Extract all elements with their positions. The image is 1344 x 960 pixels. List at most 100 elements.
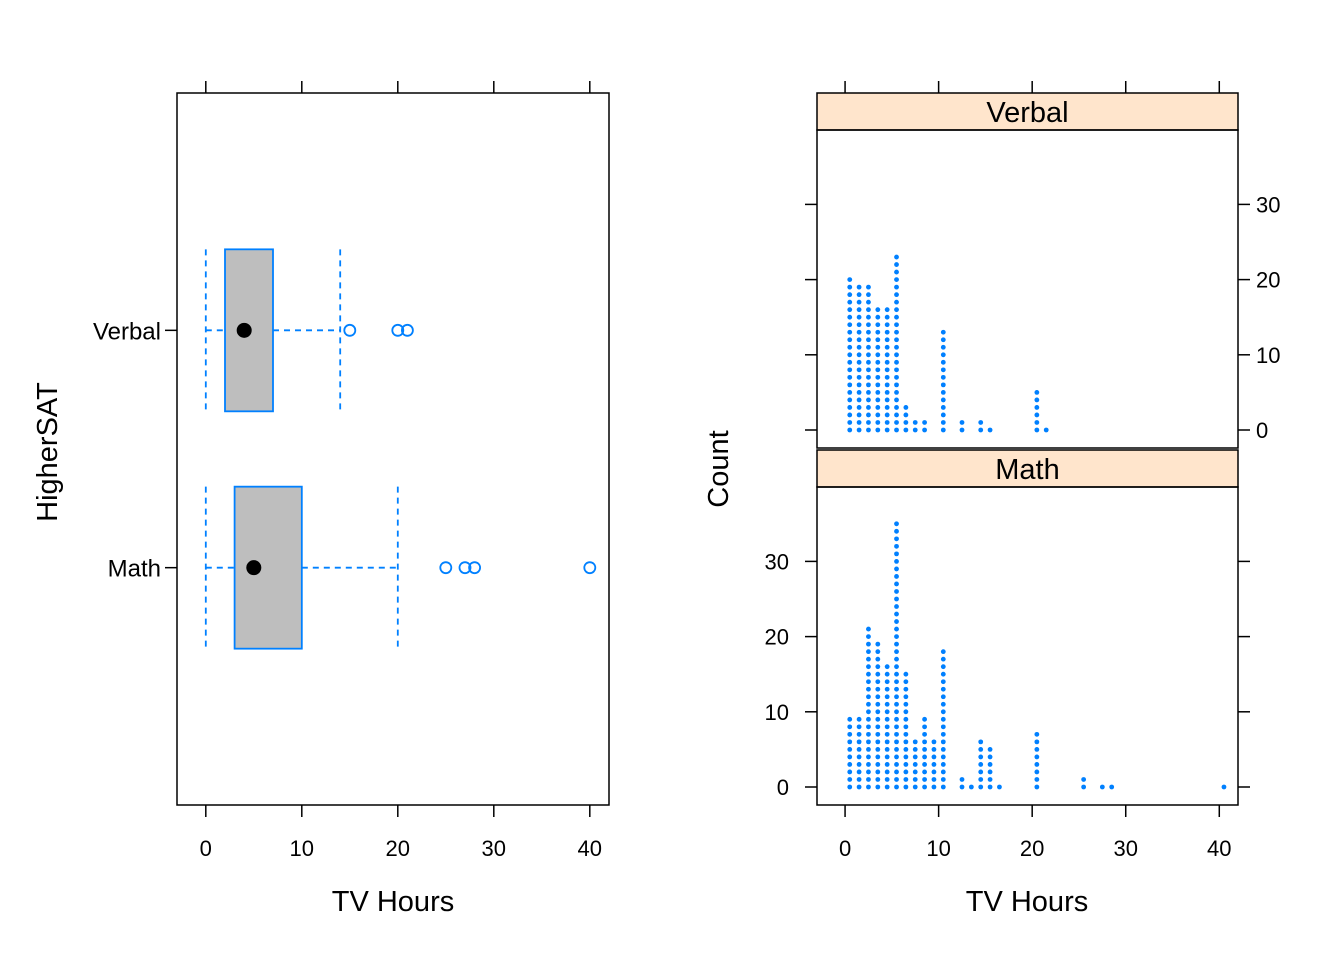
dotplot-math-dot-8-8 [922, 724, 927, 730]
dotplot-verbal-dot-14-0 [978, 427, 984, 433]
dotplot-math-dot-4-16 [884, 664, 890, 670]
dotplot-math-dot-15-4 [987, 754, 993, 760]
dotplot-verbal-column-5 [894, 254, 899, 433]
dotplot-verbal-dot-0-18 [847, 292, 853, 298]
dotplot-math-dot-8-7 [922, 731, 927, 737]
dotplot-verbal-dot-1-11 [856, 344, 862, 350]
dotplot-math-dot-2-3 [866, 762, 871, 767]
dotplot-math-dot-20-6 [1034, 739, 1040, 745]
dotplot-verbal-dot-4-12 [884, 337, 890, 343]
dotplot-math-dot-0-3 [847, 762, 853, 767]
dotplot-verbal-dot-5-7 [894, 374, 899, 380]
dotplot-verbal-dot-5-9 [894, 359, 899, 365]
box-verbal-median [236, 322, 252, 338]
dotplot-verbal-dot-4-2 [884, 412, 890, 418]
dotplot-math-dot-0-9 [847, 716, 853, 722]
dotplot-verbal-dot-6-1 [903, 420, 909, 425]
dotplot-math-y-label-30: 30 [765, 549, 789, 574]
dotplot-verbal-column-6 [903, 405, 909, 433]
dotplot-math-dot-7-1 [912, 777, 918, 782]
dotplot-math-dot-4-14 [884, 679, 890, 685]
dotplot-math-dot-6-1 [903, 777, 909, 782]
dotplot-math-dot-2-9 [866, 716, 871, 722]
dotplot-math-dot-4-12 [884, 694, 890, 700]
dotplot-math-dot-10-17 [940, 656, 946, 662]
dotplot-math-dot-3-16 [875, 664, 881, 670]
dotplot-verbal-dot-4-10 [884, 352, 890, 358]
dotplot-verbal-column-7 [912, 420, 918, 433]
dotplot-math-dot-5-30 [894, 559, 899, 564]
dotplot-math-dot-5-18 [894, 649, 899, 655]
dotplot-verbal-dot-5-5 [894, 390, 899, 395]
dotplot-math-dot-10-8 [940, 724, 946, 730]
dotplot-math-dot-6-11 [903, 701, 909, 707]
dotplot-verbal-dot-1-6 [856, 382, 862, 388]
dotplot-math-dot-5-16 [894, 664, 899, 670]
dotplot-math-column-6 [903, 671, 909, 790]
dotplot-verbal-dot-3-4 [875, 397, 881, 403]
dotplot-math-dot-3-15 [875, 671, 881, 677]
dotplot-math-column-5 [894, 521, 899, 790]
dotplot-math-column-27 [1099, 784, 1105, 790]
dotplot-verbal-dot-3-2 [875, 412, 881, 418]
boxplot-category-ticks: Math Verbal [93, 318, 177, 583]
dotplot-verbal-dot-1-12 [856, 337, 862, 343]
dotplot-math-dot-2-5 [866, 747, 871, 752]
dotplot-verbal-dot-5-22 [894, 262, 899, 267]
dotplot-math-dot-2-8 [866, 724, 871, 730]
dotplot-math-dot-0-7 [847, 731, 853, 737]
dotplot-math-column-3 [875, 641, 881, 790]
dotplot-math-dot-8-9 [922, 716, 927, 722]
dotplot-verbal-dot-5-16 [894, 307, 899, 313]
dotplot-verbal-dot-4-13 [884, 329, 890, 335]
dotplot-math-dot-6-6 [903, 739, 909, 745]
dotplot-verbal-dot-10-13 [940, 329, 946, 335]
dotplot-math-dot-10-2 [940, 769, 946, 775]
dotplot-math-dot-14-6 [978, 739, 984, 745]
dotplot-verbal-dot-1-3 [856, 405, 862, 410]
dotplot-verbal-dot-12-0 [959, 427, 965, 433]
dotplot-verbal-dot-2-13 [866, 329, 871, 335]
dotplot-math-dot-10-9 [940, 716, 946, 722]
dotplot-verbal-dot-2-3 [866, 405, 871, 410]
dotplot-verbal-column-1 [856, 284, 862, 433]
dotplot-verbal-column-8 [922, 420, 927, 433]
dotplot-math-dot-6-4 [903, 754, 909, 760]
dotplot-verbal-dot-0-20 [847, 277, 853, 282]
dotplot-math-dot-2-7 [866, 731, 871, 737]
box-math-outlier-0 [439, 561, 453, 575]
dotplot-verbal-dot-10-2 [940, 412, 946, 418]
dotplot-math-dot-20-5 [1034, 747, 1040, 752]
dotplot-verbal-y-label-0: 0 [1256, 418, 1268, 443]
dotplot-x-tick-label-20: 20 [1020, 836, 1044, 861]
dotplot-verbal-dot-4-16 [884, 307, 890, 313]
dotplot-math-dot-28-0 [1109, 784, 1115, 790]
dotplot-verbal-dot-20-1 [1034, 420, 1040, 425]
dotplot-panel: Verbal Math 0 10 20 30 40 0 10 20 30 0 10 20 30 TV H… [703, 81, 1280, 918]
dotplot-math-dot-2-17 [866, 656, 871, 662]
dotplot-x-tick-label-30: 30 [1113, 836, 1137, 861]
dotplot-math-dot-4-6 [884, 739, 890, 745]
dotplot-math-dot-0-2 [847, 769, 853, 775]
dotplot-math-dot-14-2 [978, 769, 984, 775]
dotplot-math-dot-9-3 [931, 762, 937, 767]
dotplot-math-dot-5-9 [894, 716, 899, 722]
dotplot-math-dot-6-10 [903, 709, 909, 715]
dotplot-math-dot-5-14 [894, 679, 899, 685]
dotplot-math-dot-3-7 [875, 731, 881, 737]
dotplot-math-dot-14-1 [978, 777, 984, 782]
dotplot-math-dot-3-10 [875, 709, 881, 715]
dotplot-verbal-dot-8-0 [922, 427, 927, 433]
dotplot-math-dot-15-3 [987, 762, 993, 767]
dotplot-math-column-0 [847, 716, 853, 790]
dotplot-math-column-8 [922, 716, 927, 790]
dotplot-math-dot-1-2 [856, 769, 862, 775]
dotplot-math-dot-5-27 [894, 581, 899, 587]
dotplot-math-dot-2-20 [866, 634, 871, 639]
dotplot-math-dot-7-0 [912, 784, 918, 790]
dotplot-math-dot-4-10 [884, 709, 890, 715]
dotplot-verbal-dot-1-19 [856, 284, 862, 290]
dotplot-verbal-dot-2-7 [866, 374, 871, 380]
dotplot-math-dot-4-8 [884, 724, 890, 730]
